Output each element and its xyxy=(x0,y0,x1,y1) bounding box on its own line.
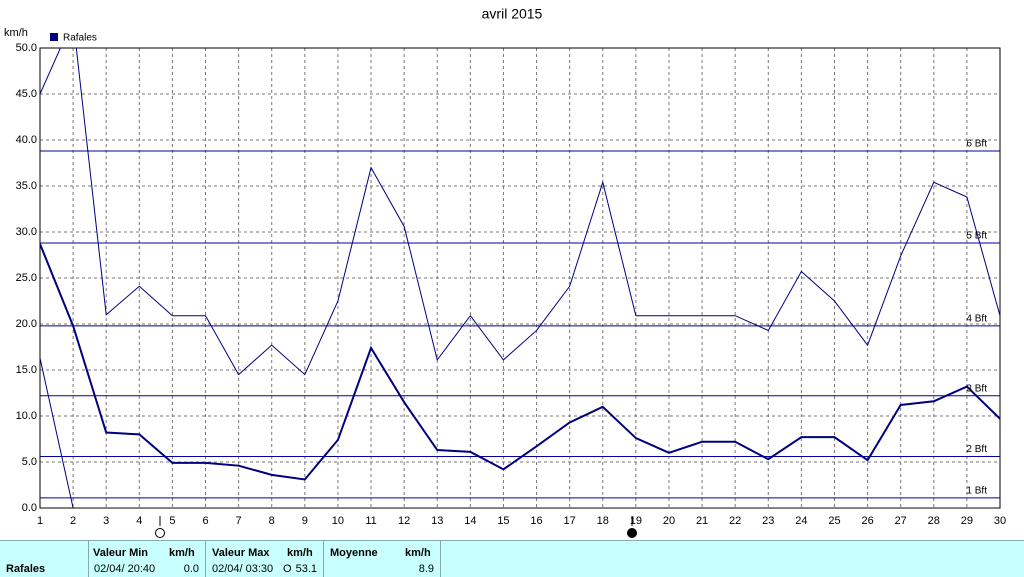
stats-unit: km/h xyxy=(405,547,431,559)
stats-value: 0.0 xyxy=(183,563,199,575)
x-tick-label: 6 xyxy=(202,515,208,527)
x-tick-label: 15 xyxy=(497,515,509,527)
x-tick-label: 27 xyxy=(895,515,907,527)
x-tick-label: 4 xyxy=(136,515,142,527)
y-tick-label: 35.0 xyxy=(16,180,37,192)
y-tick-label: 5.0 xyxy=(22,456,37,468)
y-axis-label: km/h xyxy=(4,27,28,39)
reference-label: 1 Bft xyxy=(966,486,987,497)
stats-cell: Valeur Max km/h 02/04/ 03:30 O 53.1 xyxy=(205,541,324,577)
x-tick-label: 17 xyxy=(564,515,576,527)
stats-row-label: Rafales xyxy=(6,563,46,575)
stats-date: 02/04/ 20:40 xyxy=(94,563,156,575)
x-tick-label: 3 xyxy=(103,515,109,527)
x-tick-label: 16 xyxy=(530,515,542,527)
x-tick-label: 1 xyxy=(37,515,43,527)
y-tick-label: 15.0 xyxy=(16,364,37,376)
x-tick-label: 28 xyxy=(928,515,940,527)
x-tick-label: 26 xyxy=(861,515,873,527)
x-tick-label: 18 xyxy=(597,515,609,527)
x-tick-label: 22 xyxy=(729,515,741,527)
reference-label: 3 Bft xyxy=(966,383,987,394)
x-tick-label: 11 xyxy=(365,515,376,527)
x-tick-label: 9 xyxy=(302,515,308,527)
legend-swatch xyxy=(50,33,58,41)
x-tick-label: 21 xyxy=(696,515,708,527)
x-tick-label: 2 xyxy=(70,515,76,527)
x-tick-label: 13 xyxy=(431,515,443,527)
series-line xyxy=(40,48,1000,376)
x-tick-label: 5 xyxy=(169,515,175,527)
y-tick-label: 0.0 xyxy=(22,502,37,514)
y-tick-label: 10.0 xyxy=(16,410,37,422)
reference-label: 6 Bft xyxy=(966,139,987,150)
y-tick-label: 25.0 xyxy=(16,272,37,284)
y-tick-label: 30.0 xyxy=(16,226,37,238)
x-tick-label: 7 xyxy=(236,515,242,527)
x-tick-label: 23 xyxy=(762,515,774,527)
x-tick-label: 20 xyxy=(663,515,675,527)
x-tick-label: 29 xyxy=(961,515,973,527)
x-tick-label: 30 xyxy=(994,515,1006,527)
stats-value: 8.9 xyxy=(418,563,434,575)
new-moon-icon xyxy=(627,528,637,538)
stats-header: Valeur Max xyxy=(212,547,270,559)
stats-value: 53.1 xyxy=(295,563,317,575)
stats-cell: Valeur Min km/h 02/04/ 20:40 0.0 xyxy=(88,541,206,577)
y-tick-label: 50.0 xyxy=(16,42,37,54)
x-tick-label: 8 xyxy=(269,515,275,527)
series-line xyxy=(40,357,1000,508)
x-tick-label: 12 xyxy=(398,515,410,527)
chart: avril 2015 km/h Rafales 0.0 5.0 10.0 15.0 20… xyxy=(4,6,1006,538)
stats-table: Rafales Valeur Min km/h 02/04/ 20:40 0.0… xyxy=(0,540,1024,577)
legend-label: Rafales xyxy=(63,33,97,44)
reference-label: 2 Bft xyxy=(966,444,987,455)
y-tick-label: 20.0 xyxy=(16,318,37,330)
reference-label: 5 Bft xyxy=(966,231,987,242)
chart-title: avril 2015 xyxy=(482,6,543,22)
x-tick-label: 10 xyxy=(332,515,344,527)
x-tick-label: 24 xyxy=(795,515,807,527)
x-tick-label: 25 xyxy=(828,515,840,527)
y-tick-label: 45.0 xyxy=(16,88,37,100)
stats-header: Moyenne xyxy=(330,547,378,559)
y-tick-label: 40.0 xyxy=(16,134,37,146)
stats-header: Valeur Min xyxy=(93,547,149,559)
stats-cell: Moyenne km/h 8.9 xyxy=(323,541,441,577)
stats-date: 02/04/ 03:30 xyxy=(212,563,274,575)
x-tick-label: 14 xyxy=(464,515,476,527)
full-moon-icon xyxy=(155,528,165,538)
stats-unit: km/h xyxy=(287,547,313,559)
stats-direction: O xyxy=(283,563,292,575)
stats-unit: km/h xyxy=(169,547,195,559)
x-tick-label: 19 xyxy=(630,515,642,527)
stats-cell: Rafales xyxy=(0,541,89,577)
series-line xyxy=(40,243,1000,481)
reference-label: 4 Bft xyxy=(966,313,987,324)
